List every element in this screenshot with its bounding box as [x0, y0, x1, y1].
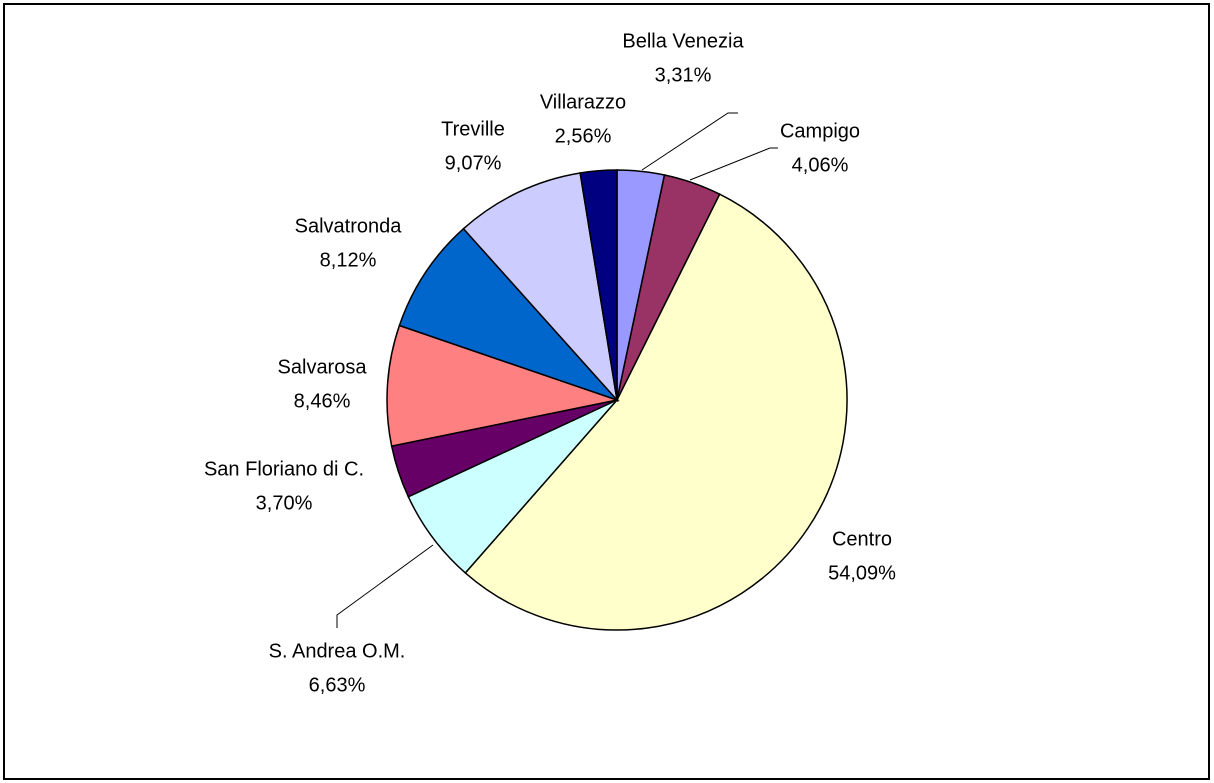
- pie-slice: [464, 193, 848, 631]
- slice-value-label: 3,31%: [655, 64, 712, 86]
- slice-label: S. Andrea O.M.: [269, 640, 406, 662]
- slice-label: Salvatronda: [295, 215, 403, 237]
- slice-value-label: 3,70%: [256, 492, 313, 514]
- pie-slice: [398, 227, 620, 402]
- slice-value-label: 6,63%: [309, 674, 366, 696]
- leader-line: [641, 112, 738, 171]
- slice-value-label: 2,56%: [555, 125, 612, 147]
- slice-value-label: 8,46%: [294, 390, 351, 412]
- leader-line: [689, 147, 778, 181]
- slice-value-label: 54,09%: [828, 562, 896, 584]
- slice-label: Salvarosa: [278, 356, 368, 378]
- slice-value-label: 4,06%: [792, 154, 849, 176]
- pie-slice: [579, 169, 618, 401]
- slice-label: Treville: [441, 118, 505, 140]
- pie-slice: [386, 324, 620, 447]
- slice-label: Centro: [832, 528, 892, 550]
- slice-label: Bella Venezia: [622, 30, 744, 52]
- slice-label: San Floriano di C.: [204, 458, 364, 480]
- leader-line: [336, 544, 434, 628]
- slice-value-label: 9,07%: [445, 152, 502, 174]
- slice-label: Campigo: [780, 120, 860, 142]
- pie-slice: [462, 172, 619, 403]
- slice-label: Villarazzo: [540, 91, 626, 113]
- slice-value-label: 8,12%: [320, 249, 377, 271]
